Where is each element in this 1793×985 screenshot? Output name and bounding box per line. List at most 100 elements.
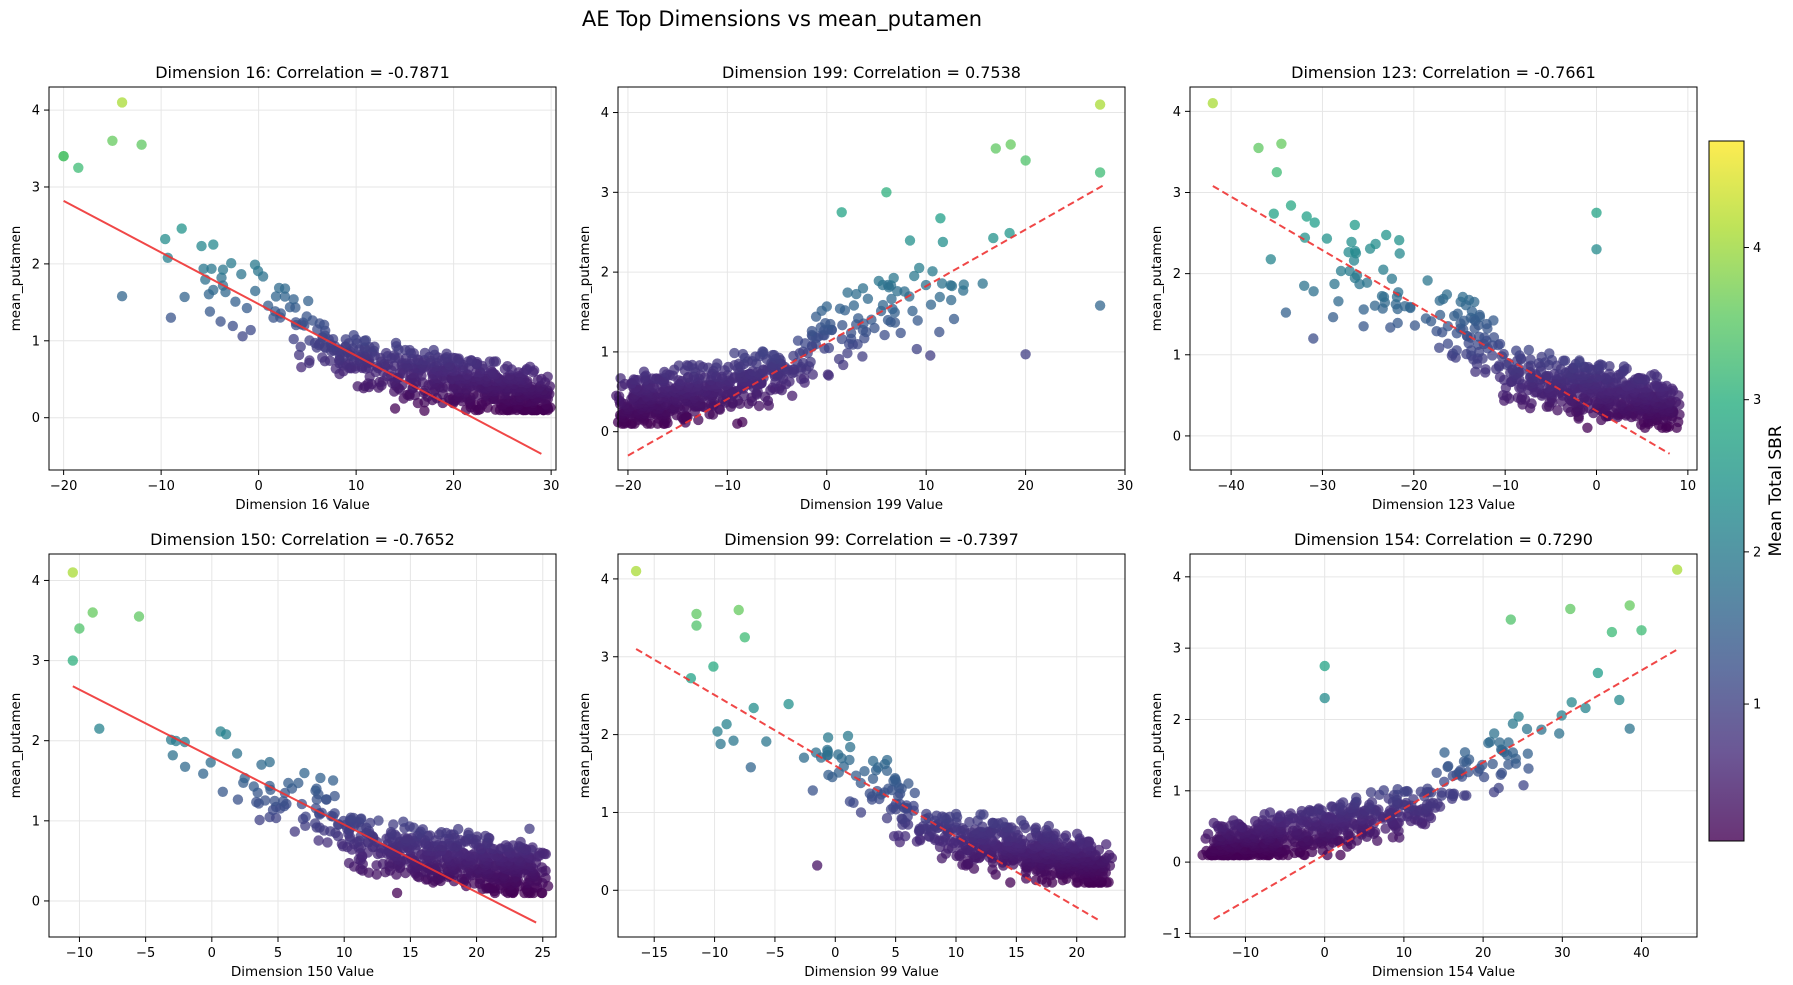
scatter-point bbox=[279, 291, 291, 302]
y-tick-label: 1 bbox=[601, 345, 609, 360]
scatter-point bbox=[1349, 245, 1361, 257]
scatter-point bbox=[254, 814, 265, 826]
panel-title: Dimension 154: Correlation = 0.7290 bbox=[1294, 530, 1593, 549]
scatter-point bbox=[404, 344, 415, 356]
scatter-point bbox=[853, 313, 864, 324]
colorbar-tick-label: 4 bbox=[1753, 241, 1761, 256]
scatter-point bbox=[694, 360, 705, 371]
scatter-point bbox=[1511, 345, 1522, 356]
scatter-point bbox=[881, 813, 893, 824]
scatter-point bbox=[834, 303, 846, 314]
y-axis-label: mean_putamen bbox=[577, 226, 593, 332]
scatter-point bbox=[87, 607, 98, 618]
scatter-point bbox=[1253, 142, 1264, 154]
scatter-point bbox=[888, 272, 899, 284]
y-tick-label: 2 bbox=[32, 257, 40, 272]
scatter-point bbox=[1624, 723, 1635, 734]
scatter-point bbox=[288, 294, 299, 305]
x-tick-label: 10 bbox=[1396, 946, 1413, 961]
scatter-point bbox=[975, 809, 986, 820]
scatter-point bbox=[1489, 728, 1500, 739]
scatter-point bbox=[453, 823, 464, 835]
scatter-point bbox=[1208, 817, 1220, 829]
scatter-point bbox=[1558, 355, 1569, 366]
scatter-point bbox=[630, 565, 642, 577]
scatter-point bbox=[1265, 254, 1277, 265]
x-tick-label: −5 bbox=[136, 946, 155, 961]
scatter-point bbox=[1335, 265, 1347, 277]
scatter-point bbox=[288, 333, 299, 345]
scatter-panel-3: −40 −30 −20 −10 0 10 0 1 2 3 4 Dimension 123: Corre… bbox=[1149, 63, 1698, 513]
scatter-point bbox=[1595, 359, 1606, 370]
scatter-point bbox=[311, 783, 322, 794]
x-axis-label: Dimension 150 Value bbox=[231, 964, 374, 980]
y-tick-label: 2 bbox=[601, 728, 609, 743]
scatter-point bbox=[227, 320, 238, 332]
scatter-point bbox=[217, 264, 229, 275]
colorbar-tick-label: 3 bbox=[1753, 393, 1761, 408]
scatter-point bbox=[1358, 304, 1369, 315]
scatter-point bbox=[1420, 313, 1432, 324]
scatter-point bbox=[1455, 765, 1466, 776]
scatter-point bbox=[867, 773, 879, 784]
scatter-point bbox=[299, 767, 310, 779]
scatter-point bbox=[873, 275, 884, 287]
scatter-point bbox=[74, 623, 85, 634]
scatter-point bbox=[1337, 797, 1349, 808]
y-tick-label: 3 bbox=[32, 654, 40, 669]
x-tick-label: 20 bbox=[1017, 479, 1034, 494]
y-tick-label: 2 bbox=[1173, 267, 1181, 282]
x-tick-label: 10 bbox=[1680, 479, 1697, 494]
scatter-point bbox=[833, 353, 845, 365]
scatter-point bbox=[848, 300, 860, 311]
scatter-point bbox=[417, 824, 428, 835]
scatter-point bbox=[798, 752, 810, 763]
x-tick-label: 10 bbox=[336, 946, 353, 961]
scatter-point bbox=[1494, 371, 1506, 383]
scatter-points bbox=[67, 567, 554, 899]
scatter-point bbox=[216, 272, 227, 283]
scatter-point bbox=[480, 830, 491, 842]
y-tick-label: 2 bbox=[32, 734, 40, 749]
scatter-point bbox=[812, 860, 823, 871]
scatter-point bbox=[1427, 797, 1439, 809]
scatter-point bbox=[987, 817, 998, 828]
scatter-point bbox=[384, 857, 395, 868]
scatter-point bbox=[857, 283, 869, 294]
scatter-point bbox=[167, 750, 178, 761]
scatter-point bbox=[909, 787, 920, 799]
scatter-panel-1: −20 −10 0 10 20 30 0 1 2 3 4 Dimension 16: Correlat… bbox=[8, 63, 559, 513]
scatter-point bbox=[945, 280, 956, 291]
scatter-point bbox=[914, 262, 925, 274]
scatter-point bbox=[179, 291, 190, 303]
scatter-point bbox=[1301, 211, 1312, 222]
panel-title: Dimension 150: Correlation = -0.7652 bbox=[150, 530, 455, 549]
scatter-point bbox=[1060, 830, 1072, 841]
scatter-point bbox=[936, 278, 948, 289]
scatter-point bbox=[1094, 99, 1106, 110]
x-tick-label: −5 bbox=[765, 946, 784, 961]
colorbar-label: Mean Total SBR bbox=[1766, 425, 1786, 556]
scatter-point bbox=[787, 390, 798, 401]
plot-frame bbox=[1189, 553, 1698, 938]
scatter-point bbox=[1606, 626, 1618, 638]
scatter-point bbox=[767, 349, 778, 361]
scatter-point bbox=[881, 187, 892, 198]
trend-line bbox=[635, 648, 1102, 923]
scatter-points bbox=[611, 99, 1106, 429]
y-tick-label: −1 bbox=[1162, 927, 1181, 942]
scatter-point bbox=[300, 811, 311, 822]
scatter-point bbox=[1335, 849, 1346, 861]
x-tick-label: −10 bbox=[1232, 946, 1259, 961]
scatter-points bbox=[58, 97, 556, 416]
scatter-point bbox=[931, 810, 942, 821]
trend-line bbox=[1212, 185, 1671, 455]
scatter-point bbox=[1488, 332, 1500, 343]
scatter-point bbox=[1422, 275, 1433, 286]
y-tick-label: 2 bbox=[1173, 713, 1181, 728]
x-tick-label: 20 bbox=[1475, 946, 1492, 961]
scatter-point bbox=[1565, 603, 1576, 615]
scatter-point bbox=[398, 816, 409, 827]
